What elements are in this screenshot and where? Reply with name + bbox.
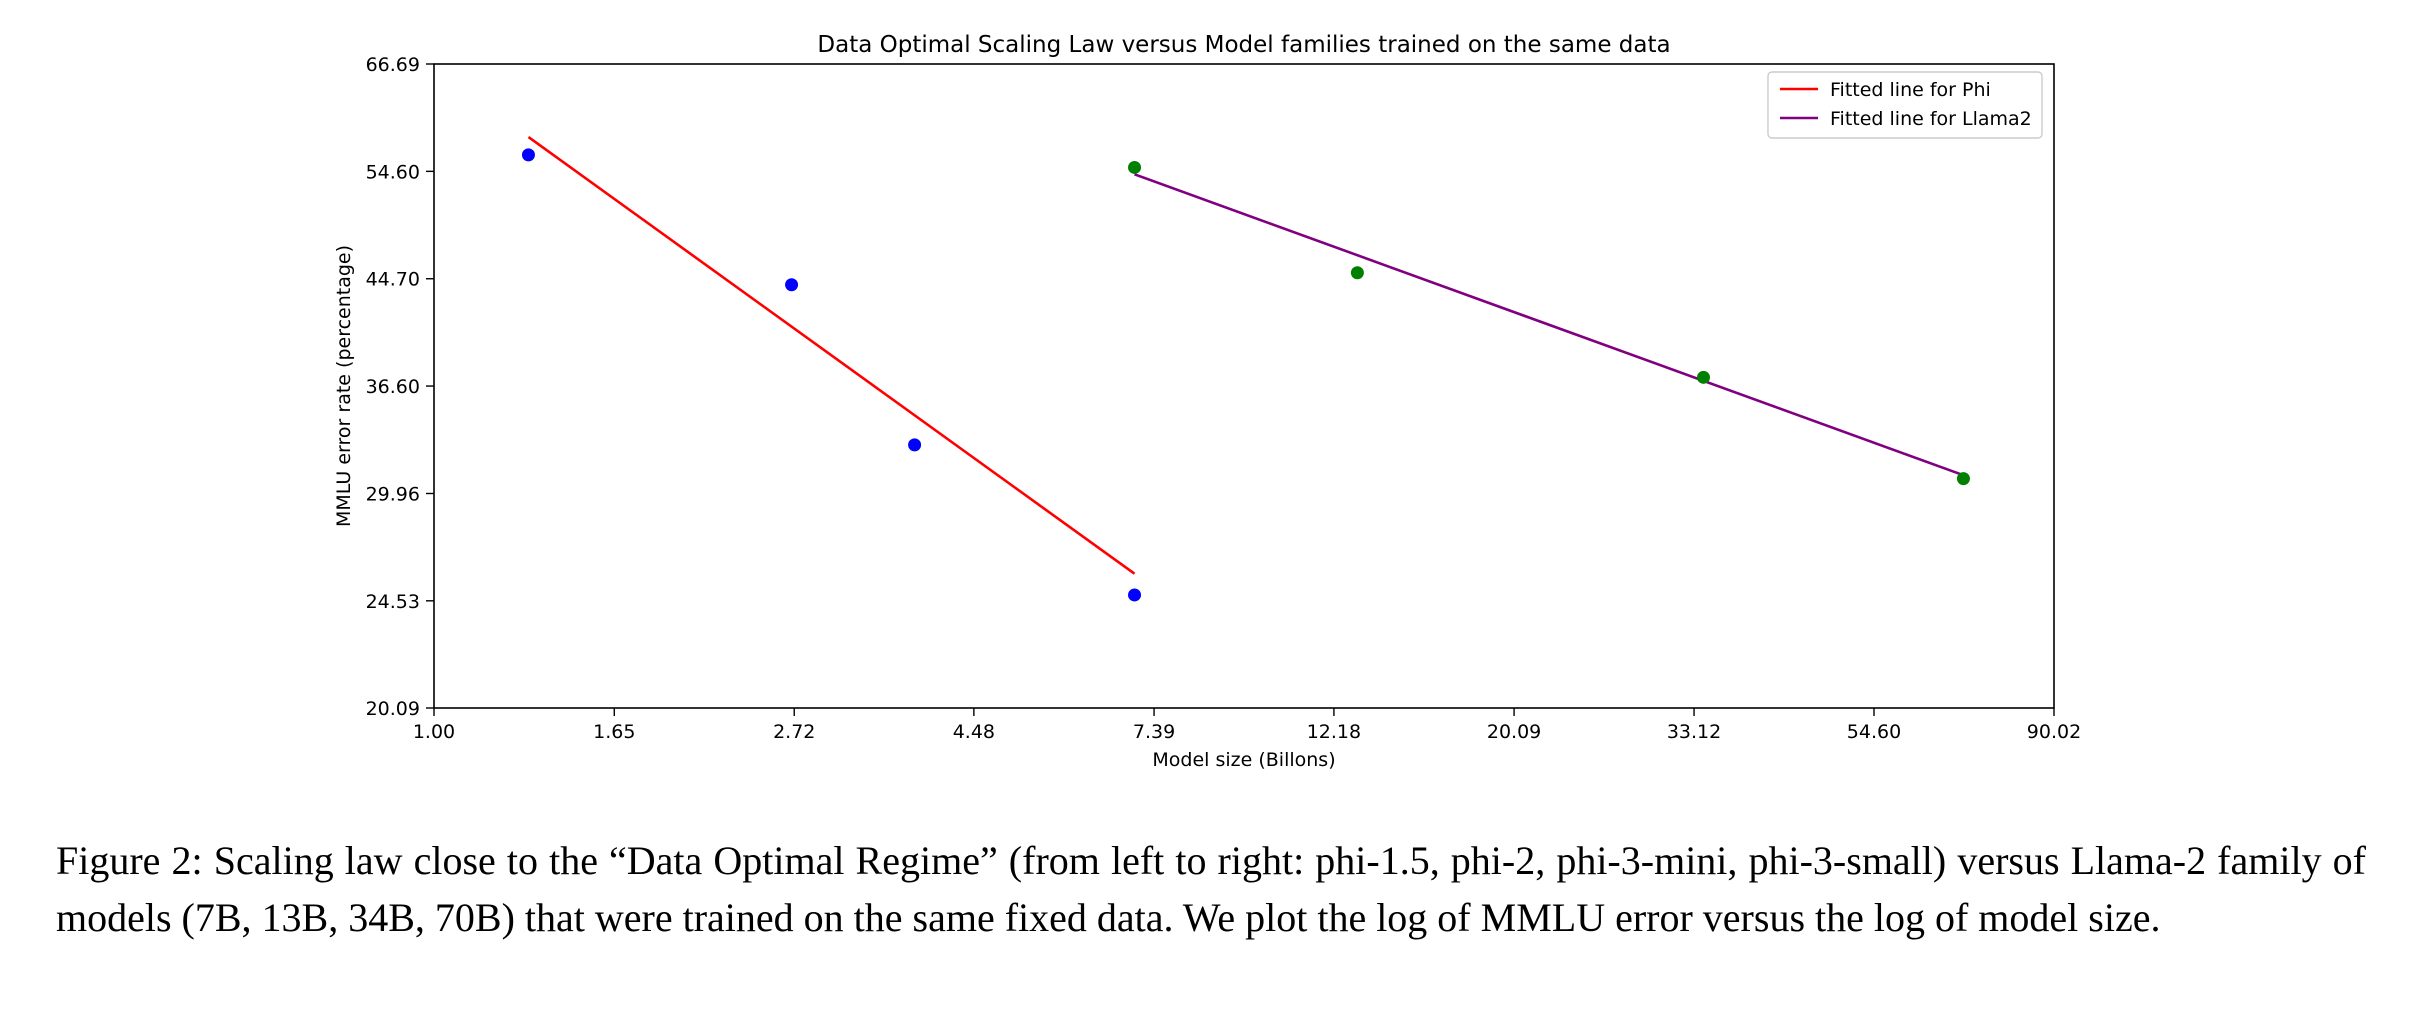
y-tick-label: 66.69 bbox=[366, 54, 420, 76]
data-point-phi bbox=[1128, 588, 1142, 602]
y-tick-label: 54.60 bbox=[366, 161, 420, 183]
plot-area bbox=[521, 136, 1970, 602]
data-point-llama2 bbox=[1128, 160, 1142, 174]
data-point-llama2 bbox=[1696, 370, 1710, 384]
data-point-phi bbox=[785, 278, 799, 292]
figure-caption: Figure 2: Scaling law close to the “Data… bbox=[56, 838, 2366, 940]
x-tick-label: 12.18 bbox=[1307, 721, 1361, 743]
fit-line-llama2 bbox=[1134, 173, 1964, 477]
x-tick-label: 20.09 bbox=[1487, 721, 1541, 743]
x-tick-label: 2.72 bbox=[773, 721, 815, 743]
data-point-phi bbox=[521, 148, 535, 162]
x-tick-label: 90.02 bbox=[2027, 721, 2081, 743]
y-tick-label: 29.96 bbox=[366, 483, 420, 505]
legend-box bbox=[1767, 71, 2043, 139]
y-tick-label: 44.70 bbox=[366, 269, 420, 291]
x-axis-label: Model size (Billons) bbox=[1152, 749, 1335, 771]
data-point-llama2 bbox=[1350, 266, 1364, 280]
plot-frame bbox=[433, 63, 2055, 709]
data-point-phi bbox=[908, 438, 922, 452]
legend-label-phi: Fitted line for Phi bbox=[1830, 79, 1991, 101]
legend: Fitted line for Phi Fitted line for Llam… bbox=[1767, 71, 2043, 139]
legend-label-llama2: Fitted line for Llama2 bbox=[1830, 108, 2032, 130]
scaling-law-chart: Data Optimal Scaling Law versus Model fa… bbox=[333, 32, 2082, 771]
x-tick-label: 4.48 bbox=[953, 721, 995, 743]
fit-line-phi bbox=[527, 136, 1136, 575]
y-axis-label: MMLU error rate (percentage) bbox=[333, 245, 355, 527]
axis-ticks: 1.00 1.65 2.72 4.48 7.39 12.18 20.09 33.12 54.60… bbox=[366, 54, 2082, 743]
y-tick-label: 24.53 bbox=[366, 591, 420, 613]
x-tick-label: 1.65 bbox=[593, 721, 635, 743]
x-tick-label: 1.00 bbox=[413, 721, 455, 743]
x-tick-label: 7.39 bbox=[1133, 721, 1175, 743]
data-point-llama2 bbox=[1956, 472, 1970, 486]
x-tick-label: 33.12 bbox=[1667, 721, 1721, 743]
y-tick-label: 20.09 bbox=[366, 698, 420, 720]
y-tick-label: 36.60 bbox=[366, 376, 420, 398]
chart-title: Data Optimal Scaling Law versus Model fa… bbox=[817, 32, 1670, 58]
x-tick-label: 54.60 bbox=[1847, 721, 1901, 743]
